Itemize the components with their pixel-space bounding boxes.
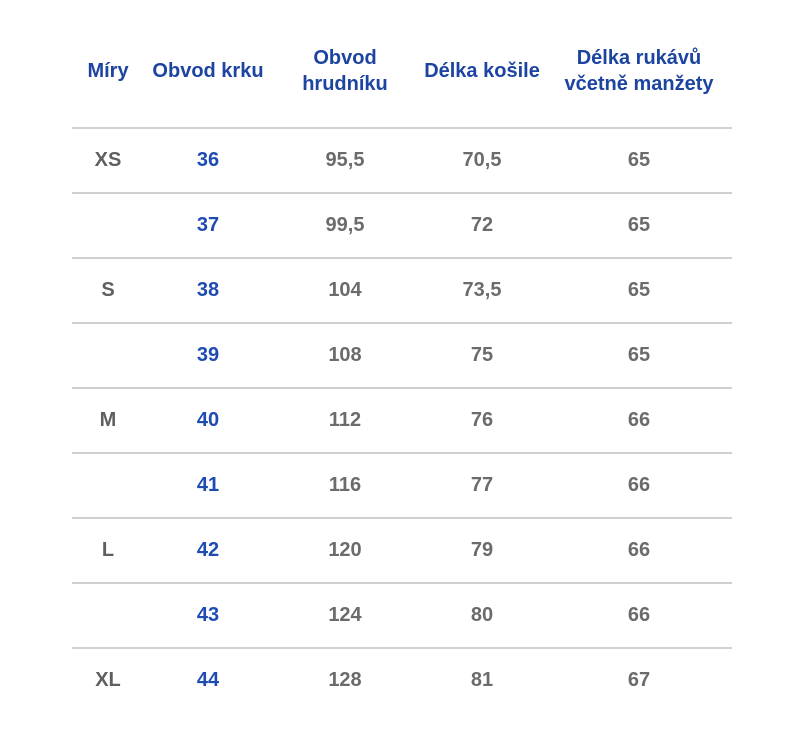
neck-value: 39 — [144, 323, 272, 389]
sleeve-value: 65 — [546, 128, 732, 194]
length-value: 70,5 — [418, 128, 546, 194]
sleeve-value: 66 — [546, 518, 732, 584]
size-label: L — [72, 518, 144, 584]
length-value: 80 — [418, 583, 546, 649]
neck-value: 44 — [196, 669, 220, 691]
sleeve-value: 66 — [546, 583, 732, 649]
size-label: XL — [95, 669, 121, 691]
sleeve-value: 65 — [546, 323, 732, 389]
column-header-delka-rukavu: Délka rukávů včetně manžety — [546, 0, 732, 129]
column-header-miry: Míry — [72, 0, 144, 129]
size-label — [72, 453, 144, 519]
size-label: S — [72, 258, 144, 324]
sleeve-value: 66 — [546, 453, 732, 519]
column-header-obvod-hrudniku: Obvod hrudníku — [272, 0, 418, 129]
neck-value: 41 — [144, 453, 272, 519]
sleeve-value: 67 — [627, 669, 651, 691]
table-row: S 38 104 73,5 65 — [72, 258, 732, 324]
length-value: 77 — [418, 453, 546, 519]
column-header-delka-kosile: Délka košile — [418, 0, 546, 129]
neck-value: 37 — [144, 193, 272, 259]
length-value: 81 — [470, 669, 494, 691]
table-row: XL 44 128 81 67 — [72, 648, 732, 712]
size-chart-table: Míry Obvod krku Obvod hrudníku Délka koš… — [72, 0, 732, 712]
length-value: 72 — [418, 193, 546, 259]
table-row: 43 124 80 66 — [72, 583, 732, 649]
size-label — [72, 193, 144, 259]
table-row: 41 116 77 66 — [72, 453, 732, 519]
size-label: M — [72, 388, 144, 454]
size-label: XS — [72, 128, 144, 194]
neck-value: 38 — [144, 258, 272, 324]
table-row: XS 36 95,5 70,5 65 — [72, 128, 732, 194]
neck-value: 36 — [144, 128, 272, 194]
chest-value: 112 — [272, 388, 418, 454]
table-row: L 42 120 79 66 — [72, 518, 732, 584]
chest-value: 124 — [272, 583, 418, 649]
chest-value: 108 — [272, 323, 418, 389]
size-label — [72, 323, 144, 389]
length-value: 73,5 — [418, 258, 546, 324]
sleeve-value: 65 — [546, 258, 732, 324]
length-value: 76 — [418, 388, 546, 454]
length-value: 79 — [418, 518, 546, 584]
neck-value: 40 — [144, 388, 272, 454]
table-row: 39 108 75 65 — [72, 323, 732, 389]
chest-value: 99,5 — [272, 193, 418, 259]
chest-value: 116 — [272, 453, 418, 519]
sleeve-value: 65 — [546, 193, 732, 259]
chest-value: 128 — [328, 669, 362, 691]
chest-value: 120 — [272, 518, 418, 584]
size-label — [72, 583, 144, 649]
table-row: M 40 112 76 66 — [72, 388, 732, 454]
neck-value: 42 — [144, 518, 272, 584]
chest-value: 95,5 — [272, 128, 418, 194]
length-value: 75 — [418, 323, 546, 389]
neck-value: 43 — [144, 583, 272, 649]
chest-value: 104 — [272, 258, 418, 324]
table-row: 37 99,5 72 65 — [72, 193, 732, 259]
sleeve-value: 66 — [546, 388, 732, 454]
column-header-obvod-krku: Obvod krku — [144, 0, 272, 129]
header-row: Míry Obvod krku Obvod hrudníku Délka koš… — [72, 0, 732, 129]
